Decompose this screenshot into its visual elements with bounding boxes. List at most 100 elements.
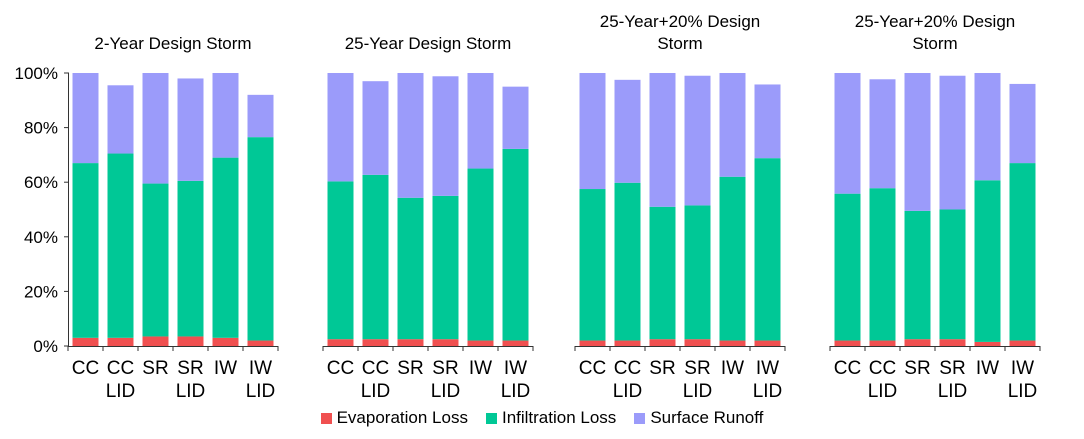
bar-surface-runoff: [974, 73, 1001, 181]
bar-evaporation-loss: [974, 341, 1001, 346]
bar-infiltration-loss: [754, 158, 781, 341]
x-category-label: CC: [834, 358, 861, 379]
bar-infiltration-loss: [107, 153, 134, 338]
bar-infiltration-loss: [974, 180, 1001, 342]
bar-surface-runoff: [939, 75, 966, 210]
bar-surface-runoff: [247, 94, 274, 138]
bar-evaporation-loss: [107, 337, 134, 346]
legend-label-runoff: Surface Runoff: [650, 408, 764, 427]
bar-infiltration-loss: [939, 209, 966, 340]
group-title: 2-Year Design Storm: [94, 34, 251, 53]
x-category-label: LID: [868, 381, 898, 402]
group-title: 25-Year+20% Design: [600, 12, 761, 31]
x-category-label: SR: [432, 358, 458, 379]
y-tick-label: 60%: [24, 173, 58, 192]
bar-evaporation-loss: [432, 339, 459, 346]
bar-evaporation-loss: [247, 340, 274, 346]
bar-evaporation-loss: [579, 340, 606, 346]
bar-surface-runoff: [904, 73, 931, 211]
bar-evaporation-loss: [212, 337, 239, 346]
x-category-label: LID: [361, 381, 391, 402]
x-category-label: IW: [756, 358, 779, 379]
bar-evaporation-loss: [397, 339, 424, 346]
bar-evaporation-loss: [939, 339, 966, 346]
y-tick-label: 100%: [15, 64, 58, 83]
bar-evaporation-loss: [467, 340, 494, 346]
x-category-label: SR: [649, 358, 675, 379]
bar-surface-runoff: [432, 76, 459, 196]
x-category-label: IW: [976, 358, 999, 379]
bar-infiltration-loss: [247, 137, 274, 341]
bar-infiltration-loss: [684, 205, 711, 340]
legend-item-infiltration: Infiltration Loss: [485, 408, 616, 428]
bar-infiltration-loss: [432, 195, 459, 340]
bar-evaporation-loss: [177, 336, 204, 346]
x-category-label: CC: [327, 358, 354, 379]
x-category-label: IW: [249, 358, 272, 379]
group-title: 25-Year+20% Design: [855, 12, 1016, 31]
x-category-label: LID: [938, 381, 968, 402]
bar-evaporation-loss: [649, 339, 676, 346]
x-category-label: CC: [362, 358, 389, 379]
y-tick-label: 0%: [33, 337, 58, 356]
bar-surface-runoff: [327, 73, 354, 182]
group-title: Storm: [912, 34, 957, 53]
x-category-label: LID: [431, 381, 461, 402]
bar-infiltration-loss: [327, 181, 354, 340]
bar-surface-runoff: [579, 73, 606, 190]
group-title: 25-Year Design Storm: [345, 34, 512, 53]
x-category-label: IW: [504, 358, 527, 379]
bar-surface-runoff: [72, 73, 99, 164]
x-category-label: LID: [176, 381, 206, 402]
bar-evaporation-loss: [904, 339, 931, 346]
bar-evaporation-loss: [142, 336, 169, 346]
legend-item-runoff: Surface Runoff: [634, 408, 763, 428]
bar-infiltration-loss: [869, 188, 896, 341]
x-category-label: SR: [142, 358, 168, 379]
bar-surface-runoff: [869, 79, 896, 189]
x-category-label: IW: [1011, 358, 1034, 379]
x-category-label: CC: [869, 358, 896, 379]
x-category-label: CC: [72, 358, 99, 379]
legend-label-evaporation: Evaporation Loss: [336, 408, 468, 427]
bar-infiltration-loss: [1009, 163, 1036, 341]
x-category-label: CC: [107, 358, 134, 379]
legend: Evaporation Loss Infiltration Loss Surfa…: [0, 408, 1084, 428]
bar-surface-runoff: [107, 85, 134, 154]
bar-infiltration-loss: [614, 182, 641, 341]
x-category-label: SR: [397, 358, 423, 379]
x-category-label: LID: [106, 381, 136, 402]
bar-infiltration-loss: [177, 180, 204, 337]
x-category-label: IW: [214, 358, 237, 379]
bar-surface-runoff: [649, 73, 676, 207]
bar-surface-runoff: [1009, 83, 1036, 164]
x-category-label: IW: [721, 358, 744, 379]
bar-evaporation-loss: [834, 340, 861, 346]
x-category-label: SR: [684, 358, 710, 379]
bar-infiltration-loss: [649, 206, 676, 340]
bar-surface-runoff: [614, 79, 641, 183]
bar-infiltration-loss: [502, 148, 529, 341]
bar-evaporation-loss: [869, 340, 896, 346]
y-tick-label: 80%: [24, 119, 58, 138]
x-category-label: LID: [246, 381, 276, 402]
y-tick-label: 40%: [24, 228, 58, 247]
bar-evaporation-loss: [502, 340, 529, 346]
x-category-label: LID: [613, 381, 643, 402]
bar-surface-runoff: [834, 73, 861, 194]
bar-evaporation-loss: [754, 340, 781, 346]
x-category-label: LID: [683, 381, 713, 402]
x-category-label: LID: [753, 381, 783, 402]
legend-swatch-evaporation: [320, 412, 332, 424]
y-tick-label: 20%: [24, 282, 58, 301]
legend-item-evaporation: Evaporation Loss: [320, 408, 468, 428]
bar-infiltration-loss: [72, 163, 99, 338]
x-category-label: SR: [904, 358, 930, 379]
x-category-label: CC: [614, 358, 641, 379]
x-category-label: LID: [501, 381, 531, 402]
bar-surface-runoff: [362, 81, 389, 175]
bar-surface-runoff: [397, 73, 424, 198]
x-category-label: IW: [469, 358, 492, 379]
